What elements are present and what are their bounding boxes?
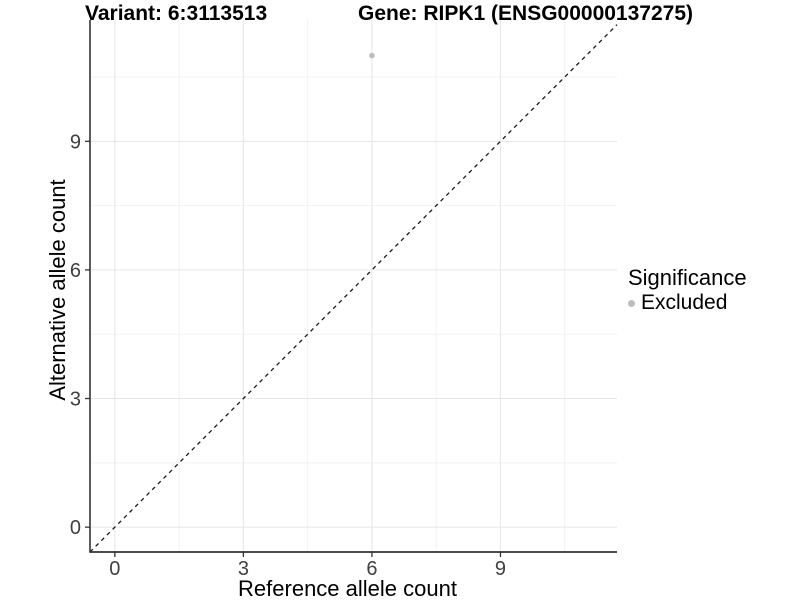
data-point <box>369 52 375 59</box>
x-tick-label: 0 <box>109 558 120 580</box>
x-tick-label: 3 <box>238 558 249 580</box>
y-tick-label: 6 <box>70 260 81 282</box>
legend-item-label: Excluded <box>641 291 728 314</box>
y-tick-label: 3 <box>70 389 81 411</box>
x-tick-label: 9 <box>495 558 506 580</box>
x-axis-title: Reference allele count <box>238 576 457 600</box>
x-tick-label: 6 <box>366 558 377 580</box>
legend-title: Significance <box>628 265 747 290</box>
legend: Significance Excluded <box>628 265 747 314</box>
y-tick-label: 9 <box>70 131 81 153</box>
plot-title-variant: Variant: 6:3113513 <box>85 2 268 25</box>
legend-item-excluded: Excluded <box>628 292 747 314</box>
identity-reference-line <box>89 24 618 553</box>
plot-title-gene: Gene: RIPK1 (ENSG00000137275) <box>358 2 694 25</box>
excluded-circle-icon <box>628 299 635 307</box>
y-tick-label: 0 <box>70 517 81 539</box>
y-axis-title: Alternative allele count <box>45 179 70 401</box>
